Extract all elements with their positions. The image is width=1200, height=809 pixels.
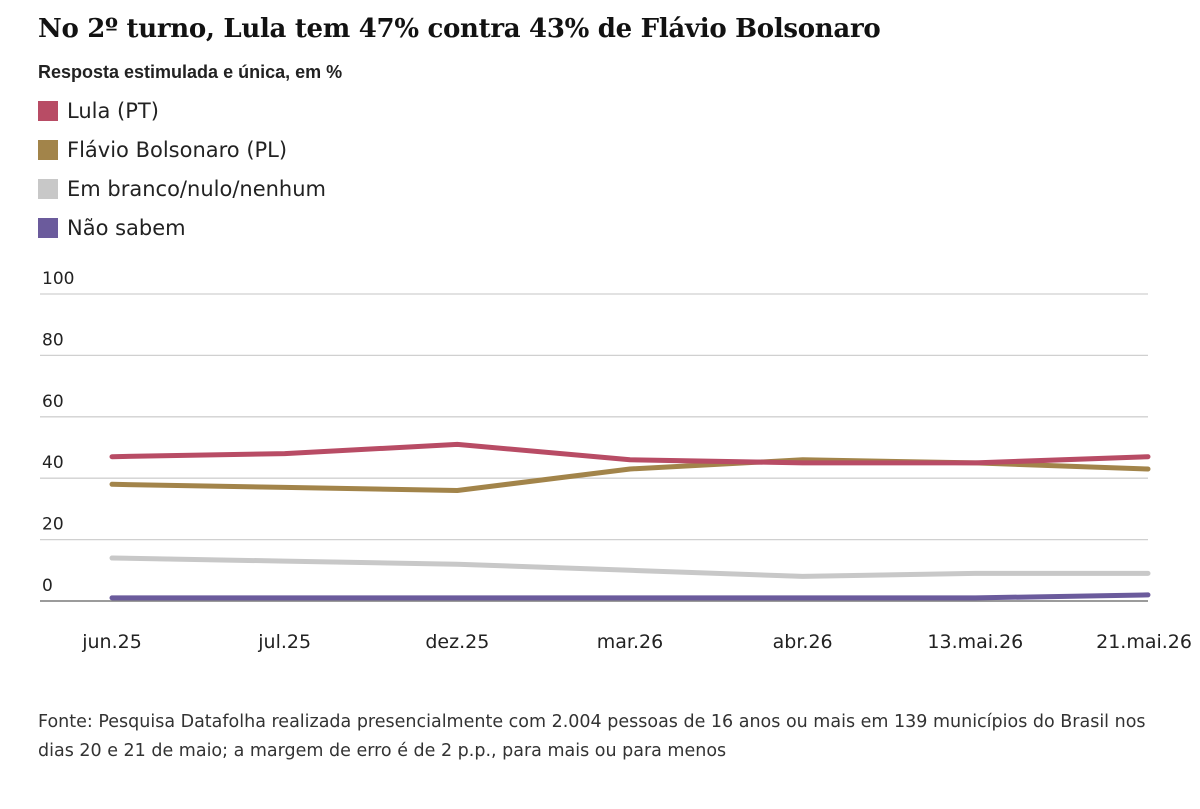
y-tick-label-40: 40 xyxy=(42,453,64,473)
series-layer xyxy=(109,441,1151,601)
legend-item-lula: Lula (PT) xyxy=(38,91,326,130)
source-note: Fonte: Pesquisa Datafolha realizada pres… xyxy=(38,712,1146,761)
legend-label-lula: Lula (PT) xyxy=(67,98,159,123)
y-tick-label-20: 20 xyxy=(42,515,64,535)
series-line-2 xyxy=(109,555,1151,579)
grid-layer: 0 20 40 60 80 100 xyxy=(40,269,1148,602)
legend-swatch-nao-sabem xyxy=(38,217,58,238)
x-tick-label-0: jun.25 xyxy=(81,631,142,653)
y-tick-label-0: 0 xyxy=(42,576,53,596)
chart-title: No 2º turno, Lula tem 47% contra 43% de … xyxy=(38,14,881,44)
legend-label-nao-sabem: Não sabem xyxy=(67,215,186,240)
x-tick-label-2: dez.25 xyxy=(425,631,489,653)
legend: Lula (PT) Flávio Bolsonaro (PL) Em branc… xyxy=(38,91,326,247)
legend-item-nao-sabem: Não sabem xyxy=(38,208,326,247)
legend-label-branco: Em branco/nulo/nenhum xyxy=(67,176,327,201)
y-tick-label-100: 100 xyxy=(42,269,74,289)
legend-swatch-flavio xyxy=(38,139,58,160)
legend-label-flavio: Flávio Bolsonaro (PL) xyxy=(67,137,288,162)
x-tick-label-4: abr.26 xyxy=(773,631,833,653)
y-tick-label-80: 80 xyxy=(42,330,64,350)
y-tick-label-60: 60 xyxy=(42,392,64,412)
x-tick-label-6: 21.mai.26 xyxy=(1096,631,1192,653)
series-line-0 xyxy=(109,441,1151,466)
legend-swatch-branco xyxy=(38,178,58,199)
legend-item-flavio: Flávio Bolsonaro (PL) xyxy=(38,130,326,169)
x-tick-label-5: 13.mai.26 xyxy=(927,631,1023,653)
x-tick-label-1: jul.25 xyxy=(257,631,311,653)
x-tick-label-3: mar.26 xyxy=(597,631,663,653)
x-axis-labels: jun.25 jul.25 dez.25 mar.26 abr.26 13.mai.26 2… xyxy=(81,631,1192,653)
legend-item-branco: Em branco/nulo/nenhum xyxy=(38,169,326,208)
series-line-3 xyxy=(109,592,1151,601)
legend-swatch-lula xyxy=(38,100,58,121)
chart-subtitle: Resposta estimulada e única, em % xyxy=(38,62,343,82)
